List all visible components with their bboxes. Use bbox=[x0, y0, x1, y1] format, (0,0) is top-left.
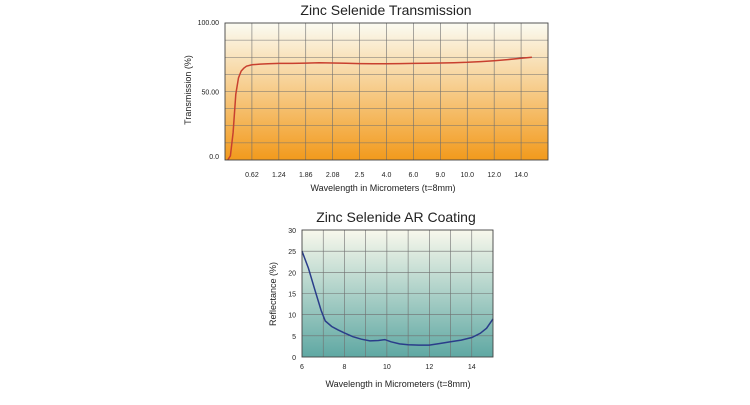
x-tick-label: 4.0 bbox=[382, 172, 392, 179]
x-tick-label: 6.0 bbox=[409, 172, 419, 179]
x-tick-label: 10 bbox=[383, 364, 391, 371]
y-tick-label: 10 bbox=[288, 313, 296, 320]
series-line bbox=[301, 250, 494, 346]
x-tick-label: 0.62 bbox=[245, 172, 259, 179]
y-tick-label: 5 bbox=[292, 334, 296, 341]
y-tick-label: 25 bbox=[288, 249, 296, 256]
x-tick-label: 1.86 bbox=[299, 172, 313, 179]
x-tick-label: 10.0 bbox=[460, 172, 474, 179]
x-axis-label: Wavelength in Micrometers (t=8mm) bbox=[326, 379, 471, 389]
x-tick-label: 8 bbox=[342, 364, 346, 371]
x-tick-label: 2.08 bbox=[326, 172, 340, 179]
x-tick-label: 9.0 bbox=[435, 172, 445, 179]
x-tick-label: 6 bbox=[300, 364, 304, 371]
chart-title: Zinc Selenide Transmission bbox=[300, 2, 471, 18]
x-tick-label: 2.5 bbox=[355, 172, 365, 179]
y-tick-label: 20 bbox=[288, 270, 296, 277]
y-tick-label: 0.0 bbox=[209, 154, 219, 161]
plot-frame bbox=[301, 229, 494, 358]
y-tick-label: 30 bbox=[288, 228, 296, 235]
y-axis-label: Transmission (%) bbox=[183, 55, 193, 125]
plot-frame bbox=[224, 22, 549, 161]
x-tick-label: 1.24 bbox=[272, 172, 286, 179]
y-tick-label: 100.00 bbox=[198, 20, 220, 27]
y-axis-label: Reflectance (%) bbox=[268, 262, 278, 326]
y-tick-label: 15 bbox=[288, 292, 296, 299]
y-tick-label: 50.00 bbox=[201, 90, 219, 97]
ar-coating-chart: Zinc Selenide AR Coating Reflectance (%)… bbox=[268, 209, 494, 389]
x-tick-label: 14.0 bbox=[514, 172, 528, 179]
x-tick-label: 12 bbox=[425, 364, 433, 371]
chart-title: Zinc Selenide AR Coating bbox=[316, 209, 476, 225]
x-axis-label: Wavelength in Micrometers (t=8mm) bbox=[311, 183, 456, 193]
transmission-chart: Zinc Selenide Transmission Transmission … bbox=[183, 2, 549, 193]
x-tick-label: 14 bbox=[468, 364, 476, 371]
y-tick-label: 0 bbox=[292, 355, 296, 362]
x-tick-label: 12.0 bbox=[487, 172, 501, 179]
series-line bbox=[227, 56, 532, 161]
